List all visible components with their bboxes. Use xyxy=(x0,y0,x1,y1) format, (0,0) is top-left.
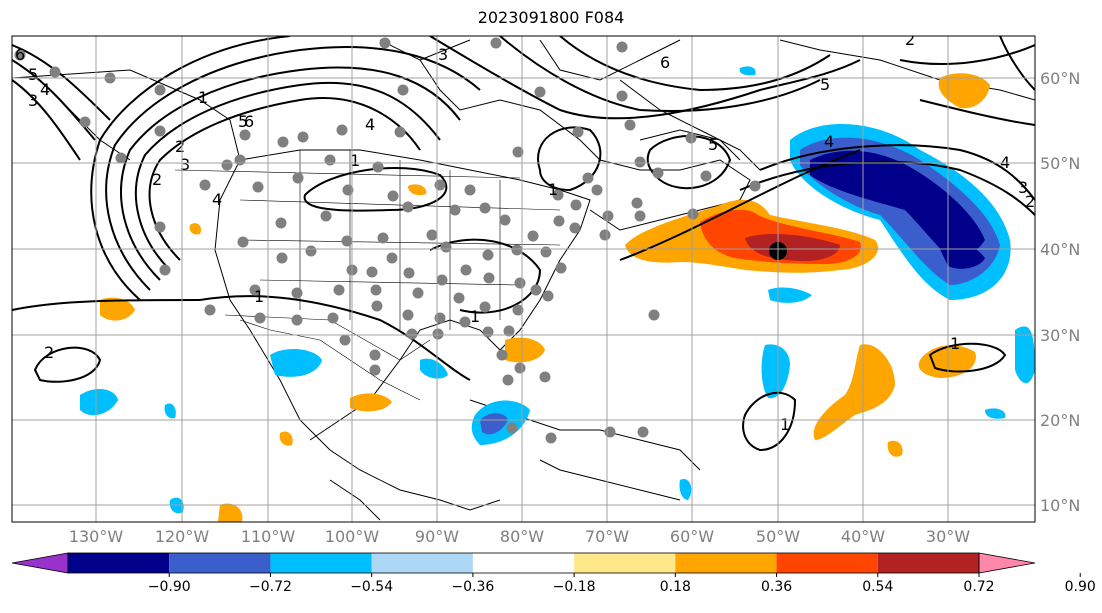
contour-label: 2 xyxy=(152,170,162,189)
contour-label: 1 xyxy=(780,415,790,434)
colorbar-label: −0.90 xyxy=(148,579,191,595)
contour-label: 3 xyxy=(438,45,448,64)
contour-label: 2 xyxy=(44,343,54,362)
colorbar-label: −0.18 xyxy=(553,579,596,595)
longitude-axis: 130°W 120°W 110°W 100°W 90°W 80°W 70°W 6… xyxy=(69,527,970,546)
contour-label: 2 xyxy=(905,30,915,49)
contour-label: 2 xyxy=(175,137,185,156)
contour-label: 3 xyxy=(180,155,190,174)
contour-label: 1 xyxy=(470,307,480,326)
contour-label: 6 xyxy=(660,53,670,72)
map-frame xyxy=(11,35,1036,523)
lon-tick-label: 40°W xyxy=(841,527,885,546)
lon-tick-label: 130°W xyxy=(69,527,124,546)
contour-label: 2 xyxy=(1025,192,1035,211)
colorbar-label: 0.36 xyxy=(761,579,792,595)
colorbar-label: 0.18 xyxy=(660,579,691,595)
lon-tick-label: 50°W xyxy=(756,527,800,546)
colorbar-outline xyxy=(67,552,980,574)
colorbar-segment xyxy=(574,553,676,573)
colorbar: −0.90 −0.72 −0.54 −0.36 −0.18 0.18 0.36 0.54 0.7… xyxy=(11,552,1096,595)
lat-tick-label: 30°N xyxy=(1040,326,1080,345)
colorbar-extend-low xyxy=(11,552,69,574)
colorbar-segment xyxy=(169,553,271,573)
contour-label: 1 xyxy=(350,151,360,170)
latitude-axis: 60°N 50°N 40°N 30°N 20°N 10°N xyxy=(1040,69,1080,515)
lon-tick-label: 90°W xyxy=(415,527,459,546)
contour-label-group: 6 5 4 3 2 1 2 3 4 5 6 1 1 1 2 3 4 5 6 4 … xyxy=(15,30,1035,434)
colorbar-segment xyxy=(371,553,473,573)
contour-label: 4 xyxy=(824,132,834,151)
contour-label: 5 xyxy=(708,135,718,154)
lon-tick-label: 100°W xyxy=(325,527,380,546)
contour-label: 5 xyxy=(820,75,830,94)
contour-label: 6 xyxy=(244,112,254,131)
shading-negative xyxy=(80,66,1035,514)
coastlines xyxy=(12,39,1035,521)
lat-tick-label: 60°N xyxy=(1040,69,1080,88)
contour-label: 4 xyxy=(40,80,50,99)
colorbar-segment xyxy=(472,553,575,573)
colorbar-segment xyxy=(675,553,777,573)
colorbar-segment xyxy=(68,553,170,573)
lon-tick-label: 120°W xyxy=(155,527,210,546)
colorbar-segment xyxy=(776,553,878,573)
colorbar-segment xyxy=(877,553,979,573)
lon-tick-label: 30°W xyxy=(926,527,970,546)
gridlines xyxy=(12,36,1035,522)
colorbar-label: −0.54 xyxy=(350,579,393,595)
lon-tick-label: 60°W xyxy=(670,527,714,546)
lon-tick-label: 110°W xyxy=(241,527,296,546)
contour-label: 5 xyxy=(28,65,38,84)
contour-label: 1 xyxy=(198,88,208,107)
contour-label: 1 xyxy=(548,180,558,199)
lon-tick-label: 70°W xyxy=(585,527,629,546)
colorbar-extend-high xyxy=(978,552,1036,574)
colorbar-label: 0.90 xyxy=(1065,579,1096,595)
contour-label: 6 xyxy=(15,45,25,64)
lat-tick-label: 20°N xyxy=(1040,411,1080,430)
map-title: 2023091800 F084 xyxy=(477,8,625,27)
contour-label: 3 xyxy=(1018,178,1028,197)
lon-tick-label: 80°W xyxy=(500,527,544,546)
observation-points xyxy=(14,37,761,444)
colorbar-label: −0.36 xyxy=(451,579,494,595)
contour-label: 3 xyxy=(28,91,38,110)
lat-tick-label: 50°N xyxy=(1040,154,1080,173)
contour-label: 1 xyxy=(254,287,264,306)
colorbar-label: 0.54 xyxy=(862,579,893,595)
contour-label: 5 xyxy=(238,112,248,131)
shading-positive xyxy=(100,73,990,522)
lat-tick-label: 10°N xyxy=(1040,496,1080,515)
contour-label: 4 xyxy=(365,115,375,134)
contour-label: 4 xyxy=(212,190,222,209)
lat-tick-label: 40°N xyxy=(1040,240,1080,259)
colorbar-label: 0.72 xyxy=(963,579,994,595)
colorbar-segment xyxy=(270,553,372,573)
contour-label: 1 xyxy=(950,334,960,353)
colorbar-label: −0.72 xyxy=(249,579,292,595)
contour-lines xyxy=(12,36,1035,452)
